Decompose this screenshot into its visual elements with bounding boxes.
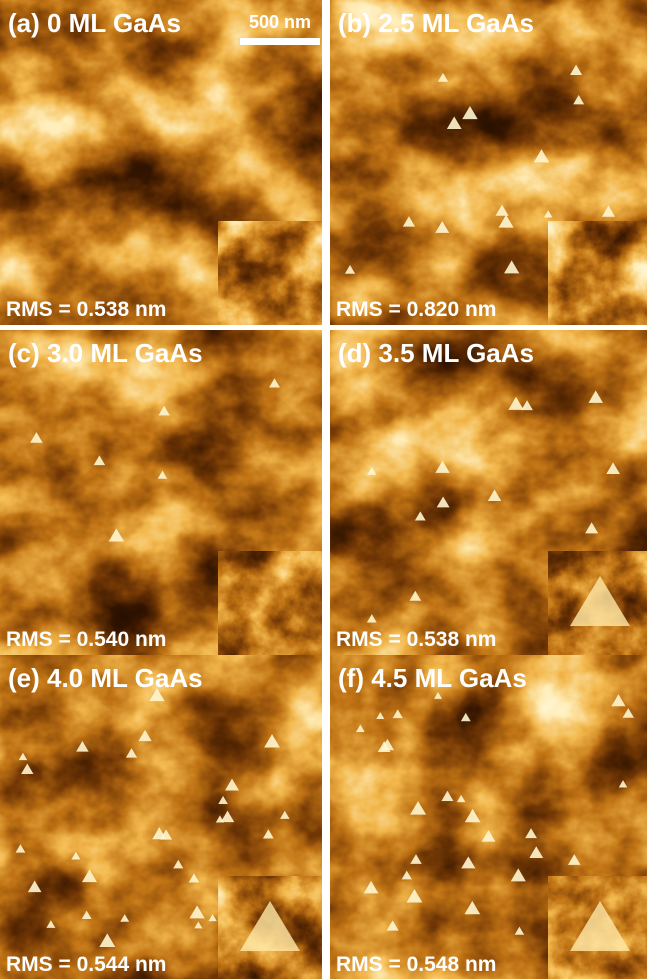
rms-label: RMS = 0.820 nm — [336, 298, 496, 321]
panel-label: (f) 4.5 ML GaAs — [338, 663, 527, 693]
panel-label: (c) 3.0 ML GaAs — [8, 338, 203, 368]
rms-label: RMS = 0.540 nm — [6, 628, 166, 651]
rms-label: RMS = 0.538 nm — [6, 298, 166, 321]
rms-label: RMS = 0.538 nm — [336, 628, 496, 651]
figure: (a) 0 ML GaAs RMS = 0.538 nm 500 nm (b) 2.5… — [0, 0, 647, 979]
afm-panel: (d) 3.5 ML GaAs RMS = 0.538 nm — [330, 330, 647, 655]
afm-panel: (f) 4.5 ML GaAs RMS = 0.548 nm — [330, 655, 647, 979]
afm-panel: (b) 2.5 ML GaAs RMS = 0.820 nm — [330, 0, 647, 325]
panel-label: (e) 4.0 ML GaAs — [8, 663, 203, 693]
rms-label: RMS = 0.548 nm — [336, 953, 496, 976]
inset — [218, 551, 322, 655]
panel-label: (a) 0 ML GaAs — [8, 8, 181, 38]
afm-panel: (a) 0 ML GaAs RMS = 0.538 nm 500 nm — [0, 0, 322, 325]
rms-label: RMS = 0.544 nm — [6, 953, 166, 976]
panel-label: (b) 2.5 ML GaAs — [338, 8, 534, 38]
afm-panel: (c) 3.0 ML GaAs RMS = 0.540 nm — [0, 330, 322, 655]
panel-label: (d) 3.5 ML GaAs — [338, 338, 534, 368]
scale-bar-label: 500 nm — [249, 12, 311, 32]
afm-panel: (e) 4.0 ML GaAs RMS = 0.544 nm — [0, 655, 322, 979]
inset — [218, 221, 322, 325]
scale-bar — [240, 38, 320, 45]
inset — [548, 221, 647, 325]
